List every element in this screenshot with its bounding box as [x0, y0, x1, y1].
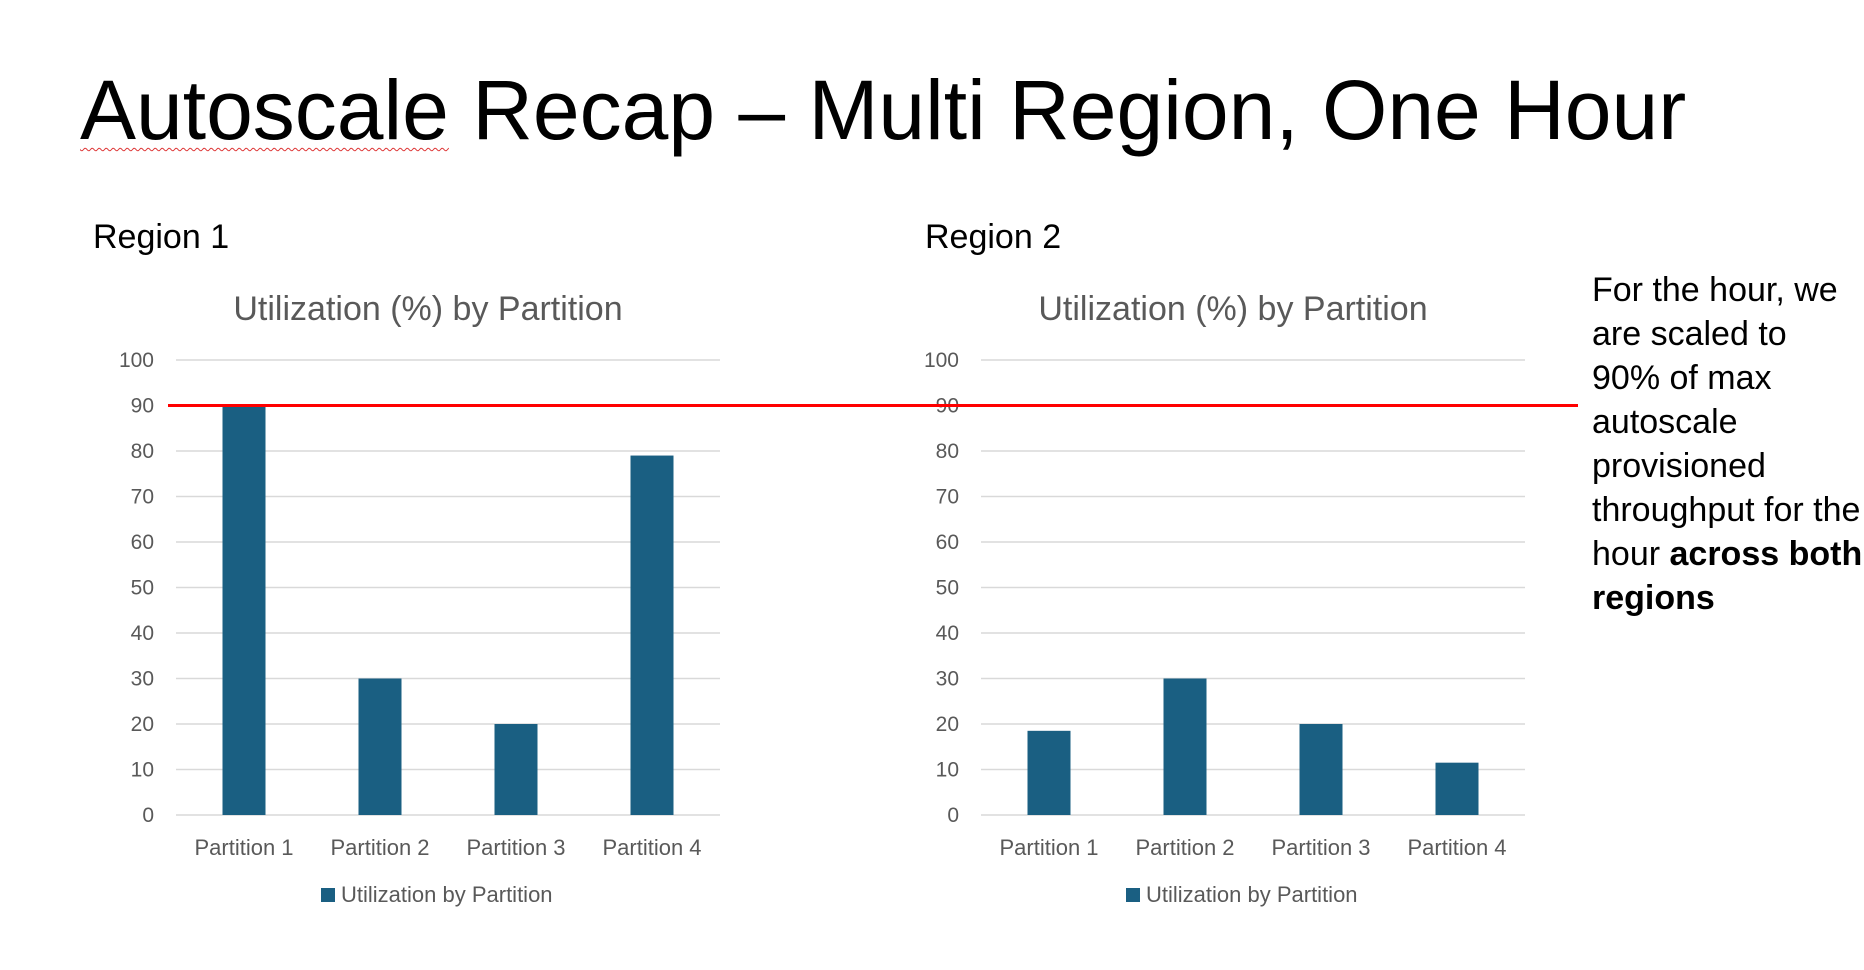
bar-partition-4 — [1435, 762, 1479, 815]
y-tick-label: 10 — [936, 759, 959, 782]
y-tick-label: 70 — [131, 486, 154, 509]
region-1-chart: Utilization (%) by Partition 0 10 20 30 40 50 6… — [119, 290, 720, 907]
bar-partition-3 — [1299, 724, 1343, 815]
x-tick-label: Partition 4 — [1407, 835, 1506, 860]
y-tick-label: 80 — [936, 440, 959, 463]
legend: Utilization by Partition — [1126, 882, 1358, 907]
slide-title: Autoscale Recap – Multi Region, One Hour — [80, 60, 1686, 161]
slide-title-part2: Recap – Multi Region, One Hour — [448, 63, 1687, 157]
bar-partition-2 — [358, 678, 402, 815]
y-tick-label: 20 — [936, 713, 959, 736]
legend-swatch — [321, 888, 335, 902]
x-tick-label: Partition 2 — [1135, 835, 1234, 860]
x-tick-label: Partition 1 — [194, 835, 293, 860]
y-tick-label: 50 — [131, 577, 154, 600]
legend-label: Utilization by Partition — [1146, 882, 1358, 907]
y-tick-label: 40 — [131, 622, 154, 645]
y-tick-label: 30 — [131, 668, 154, 691]
side-note: For the hour, we are scaled to 90% of ma… — [1592, 268, 1864, 620]
x-tick-label: Partition 2 — [330, 835, 429, 860]
y-tick-label: 80 — [131, 440, 154, 463]
legend-swatch — [1126, 888, 1140, 902]
y-tick-label: 30 — [936, 668, 959, 691]
y-tick-label: 40 — [936, 622, 959, 645]
y-tick-label: 60 — [131, 531, 154, 554]
chart-title: Utilization (%) by Partition — [1038, 290, 1427, 328]
y-tick-label: 20 — [131, 713, 154, 736]
y-tick-label: 60 — [936, 531, 959, 554]
y-tick-label: 50 — [936, 577, 959, 600]
region-2-label: Region 2 — [925, 218, 1062, 256]
side-note-bold: across both regions — [1592, 535, 1863, 617]
legend-label: Utilization by Partition — [341, 882, 553, 907]
bar-partition-4 — [630, 455, 674, 815]
x-tick-label: Partition 1 — [999, 835, 1098, 860]
legend: Utilization by Partition — [321, 882, 553, 907]
chart-title: Utilization (%) by Partition — [233, 290, 622, 328]
bar-partition-1 — [1027, 730, 1071, 815]
slide-title-part1: Autoscale — [80, 63, 449, 157]
region-1-label: Region 1 — [93, 218, 230, 256]
bar-partition-1 — [222, 405, 266, 815]
bar-partition-3 — [494, 724, 538, 815]
bar-partition-2 — [1163, 678, 1207, 815]
y-tick-label: 0 — [947, 804, 959, 827]
y-tick-label: 100 — [924, 349, 959, 372]
y-tick-label: 10 — [131, 759, 154, 782]
y-tick-label: 70 — [936, 486, 959, 509]
y-tick-label: 90 — [131, 395, 154, 418]
x-tick-label: Partition 3 — [1271, 835, 1370, 860]
x-tick-label: Partition 4 — [602, 835, 701, 860]
x-tick-label: Partition 3 — [466, 835, 565, 860]
region-2-chart: Utilization (%) by Partition 0 10 20 30 40 50 6… — [924, 290, 1525, 907]
side-note-text: For the hour, we are scaled to 90% of ma… — [1592, 271, 1861, 573]
y-tick-label: 100 — [119, 349, 154, 372]
threshold-line-90 — [168, 404, 1578, 407]
y-tick-label: 0 — [142, 804, 154, 827]
